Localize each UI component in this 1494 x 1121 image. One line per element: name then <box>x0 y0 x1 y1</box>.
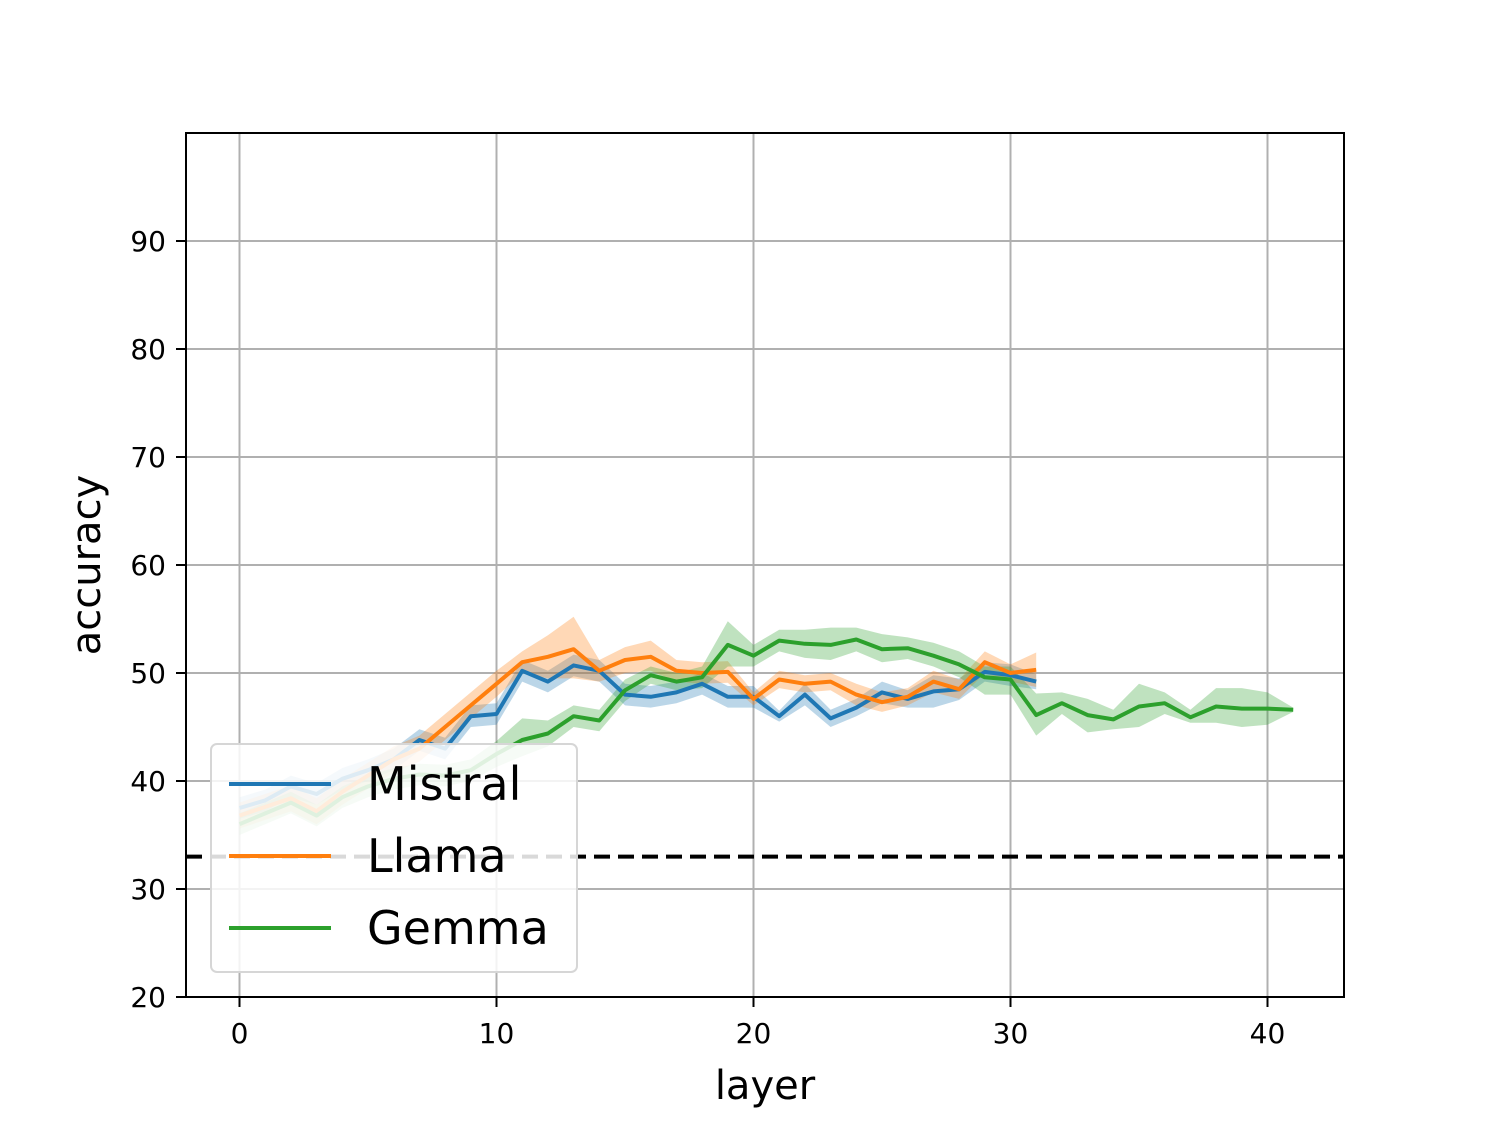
y-tick-label: 20 <box>130 981 166 1014</box>
legend-label-llama: Llama <box>367 829 507 883</box>
legend-label-mistral: Mistral <box>367 757 521 811</box>
y-tick-label: 80 <box>130 333 166 366</box>
x-tick-label: 0 <box>231 1017 249 1050</box>
y-tick-label: 70 <box>130 441 166 474</box>
x-tick-label: 20 <box>736 1017 772 1050</box>
x-axis-label: layer <box>715 1063 816 1109</box>
y-tick-label: 60 <box>130 549 166 582</box>
legend: Mistral Llama Gemma <box>210 743 578 973</box>
y-tick-label: 40 <box>130 765 166 798</box>
x-tick-label: 10 <box>479 1017 515 1050</box>
axis-ticks: 0 10 20 30 40 20 30 40 50 60 70 80 90 <box>130 225 1285 1050</box>
legend-label-gemma: Gemma <box>367 901 549 955</box>
confidence-band-gemma <box>239 621 1294 835</box>
y-tick-label: 50 <box>130 657 166 690</box>
y-axis-label: accuracy <box>64 475 110 655</box>
y-tick-label: 90 <box>130 225 166 258</box>
y-tick-label: 30 <box>130 873 166 906</box>
x-tick-label: 40 <box>1250 1017 1286 1050</box>
legend-box <box>210 743 578 973</box>
x-tick-label: 30 <box>993 1017 1029 1050</box>
